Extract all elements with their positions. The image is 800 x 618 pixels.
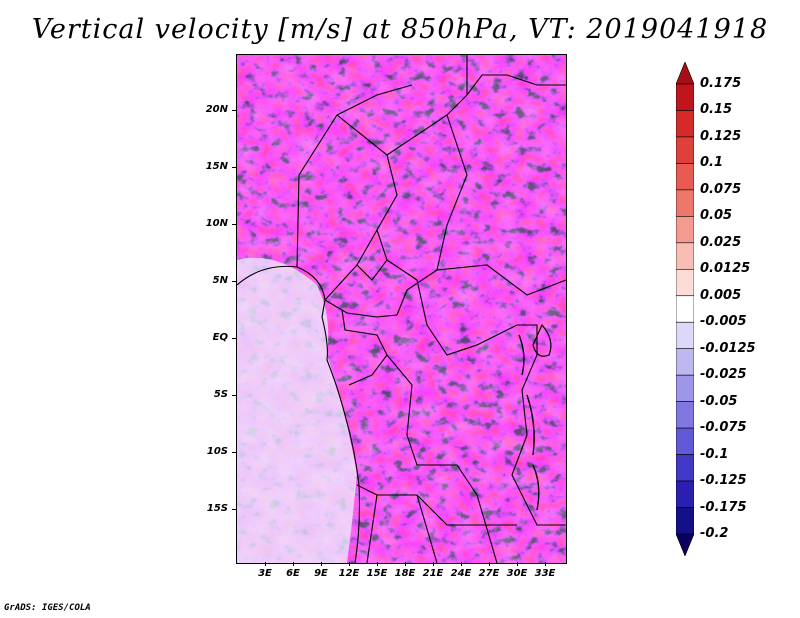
lon-tick [517, 562, 518, 566]
lon-label-27e: 27E [478, 568, 500, 579]
lat-tick [232, 509, 236, 510]
lon-tick [293, 562, 294, 566]
colorbar-label: -0.05 [700, 393, 738, 409]
lat-tick [232, 167, 236, 168]
lon-label-9e: 9E [314, 568, 328, 579]
lon-tick [405, 562, 406, 566]
lon-label-33e: 33E [534, 568, 556, 579]
lon-label-24e: 24E [450, 568, 472, 579]
colorbar-segment-bottom [676, 533, 694, 556]
lat-label-5n: 5N [212, 275, 228, 286]
colorbar-segment [676, 216, 694, 244]
colorbar-label: -0.075 [700, 420, 747, 436]
colorbar-segment [676, 321, 694, 350]
colorbar-label: 0.025 [700, 234, 742, 250]
lon-label-18e: 18E [394, 568, 416, 579]
lon-tick [377, 562, 378, 566]
lat-tick [232, 110, 236, 111]
lat-label-5s: 5S [213, 389, 228, 400]
colorbar-label: -0.175 [700, 499, 747, 515]
lat-label-20n: 20N [205, 104, 228, 115]
colorbar-segment [676, 189, 694, 217]
lon-label-12e: 12E [338, 568, 360, 579]
colorbar-label: 0.15 [700, 102, 733, 118]
lat-label-eq: EQ [212, 332, 228, 343]
colorbar-segment [676, 83, 694, 111]
colorbar [676, 62, 694, 556]
colorbar-label: 0.1 [700, 155, 724, 171]
colorbar-segment [676, 136, 694, 164]
colorbar-label: -0.125 [700, 473, 747, 489]
map-panel [236, 54, 567, 564]
velocity-contour-speckle [237, 55, 566, 563]
colorbar-segment [676, 454, 694, 482]
colorbar-label: 0.075 [700, 181, 742, 197]
lat-tick [232, 338, 236, 339]
colorbar-label: 0.175 [700, 76, 742, 91]
colorbar-label: 0.125 [700, 128, 742, 144]
colorbar-segment [676, 295, 694, 323]
lon-tick [349, 562, 350, 566]
colorbar-segment [676, 427, 694, 455]
country-borders [237, 55, 566, 563]
lon-label-30e: 30E [506, 568, 528, 579]
lon-tick [265, 562, 266, 566]
lat-label-15n: 15N [205, 161, 228, 172]
lat-label-10n: 10N [205, 218, 228, 229]
colorbar-segment [676, 401, 694, 429]
colorbar-label: 0.005 [700, 287, 742, 303]
chart-title: Vertical velocity [m/s] at 850hPa, VT: 2… [31, 14, 769, 45]
lon-tick [489, 562, 490, 566]
lon-label-21e: 21E [422, 568, 444, 579]
colorbar-label: 0.0125 [700, 261, 751, 277]
colorbar-segment [676, 348, 694, 376]
colorbar-segment [676, 163, 694, 191]
lat-tick [232, 281, 236, 282]
colorbar-segment [676, 242, 694, 270]
colorbar-label: 0.05 [700, 208, 733, 224]
vertical-velocity-field [237, 55, 566, 563]
lat-label-15s: 15S [206, 503, 228, 514]
colorbar-segment [676, 507, 694, 535]
colorbar-label: -0.025 [700, 367, 747, 383]
lat-label-10s: 10S [206, 446, 228, 457]
lat-tick [232, 224, 236, 225]
lon-tick [461, 562, 462, 566]
colorbar-segment-top [676, 62, 694, 85]
lon-label-3e: 3E [258, 568, 272, 579]
lon-tick [433, 562, 434, 566]
grads-credit: GrADS: IGES/COLA [4, 603, 91, 613]
colorbar-segment [676, 110, 694, 138]
lon-label-6e: 6E [286, 568, 300, 579]
colorbar-label: -0.2 [700, 526, 729, 541]
lon-tick [321, 562, 322, 566]
colorbar-segment [676, 480, 694, 508]
colorbar-segment [676, 268, 694, 297]
lon-tick [545, 562, 546, 566]
lat-tick [232, 395, 236, 396]
lat-tick [232, 452, 236, 453]
colorbar-label: -0.005 [700, 314, 747, 330]
colorbar-label: -0.0125 [700, 340, 756, 356]
colorbar-label: -0.1 [700, 446, 729, 462]
lon-label-15e: 15E [366, 568, 388, 579]
colorbar-segment [676, 374, 694, 402]
